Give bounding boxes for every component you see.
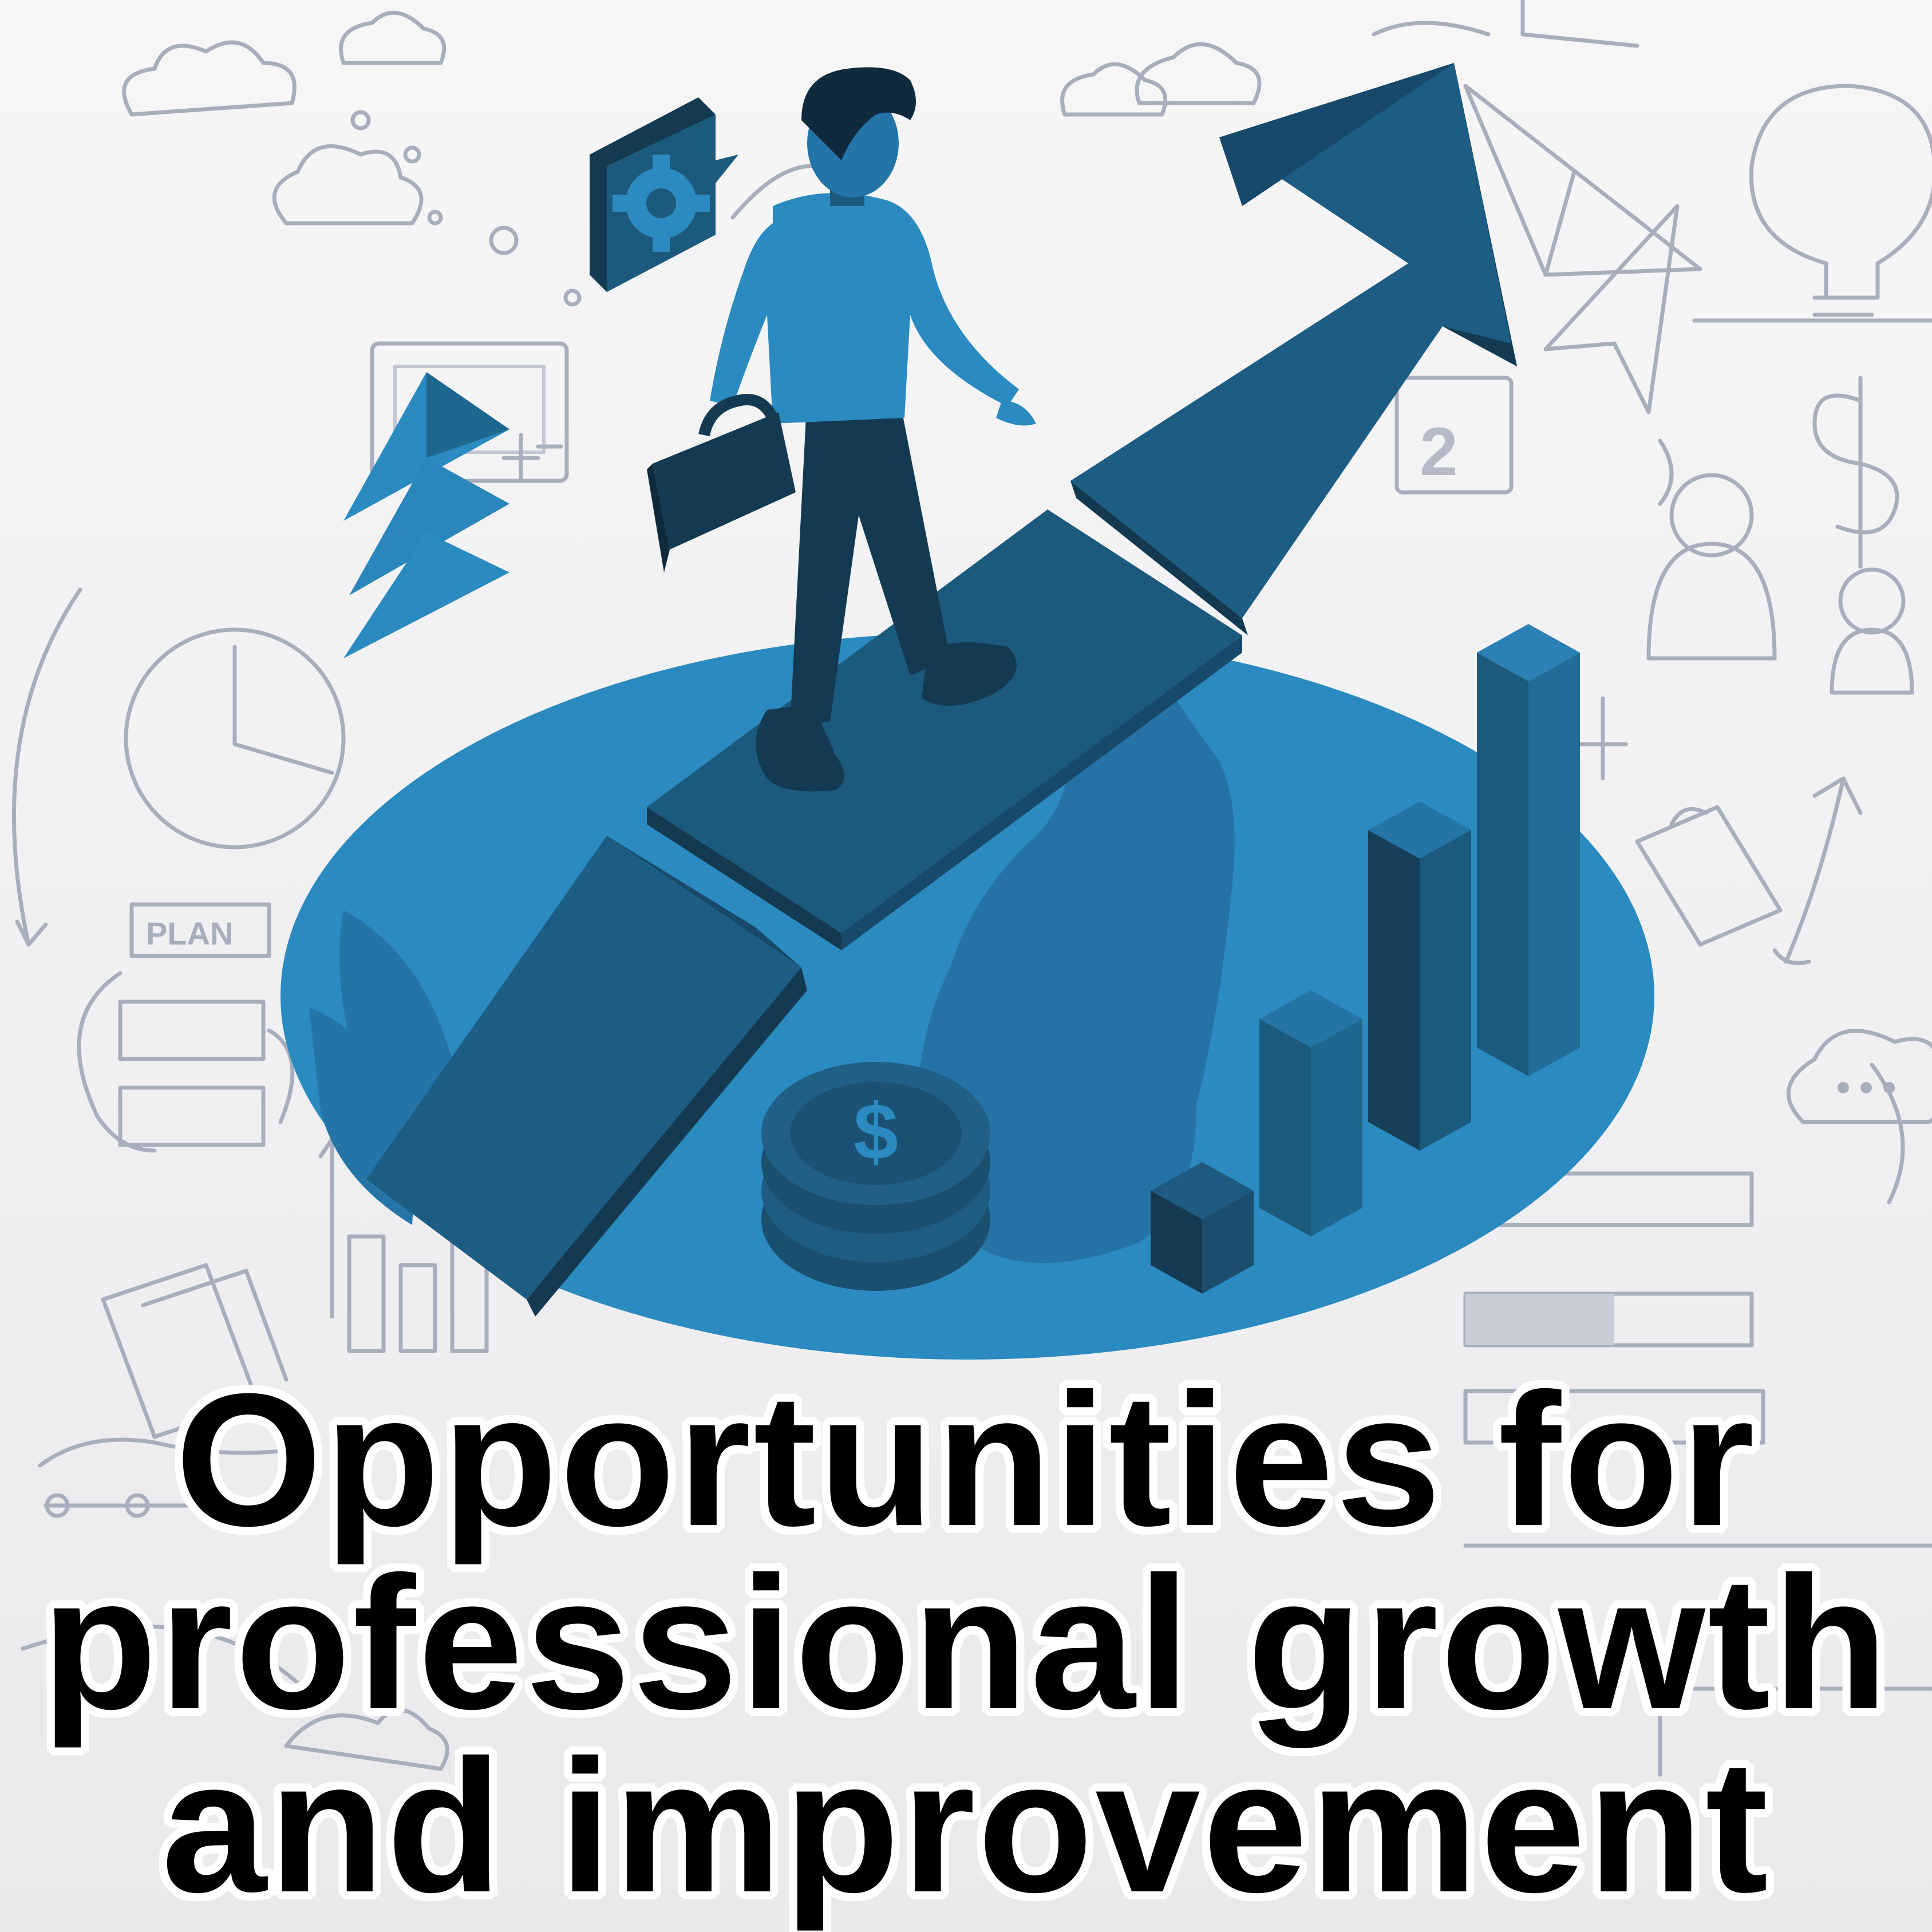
svg-text:PLAN: PLAN — [146, 915, 233, 951]
lightbulb-icon — [1749, 84, 1932, 317]
growth-arrow — [1070, 63, 1517, 635]
paper-plane-icon — [1463, 84, 1702, 414]
upward-arrow-icon — [1772, 776, 1863, 965]
svg-text:2: 2 — [1420, 413, 1458, 490]
caption-line-1: Opportunities for — [175, 1354, 1757, 1565]
caption-line-3: and improvement — [161, 1720, 1771, 1931]
svg-text:$: $ — [854, 1086, 898, 1176]
briefcase-icon — [1635, 805, 1783, 947]
clock-icon — [124, 627, 346, 850]
bar-chart — [1151, 624, 1580, 1294]
businessman — [647, 67, 1036, 792]
briefcase — [647, 394, 796, 572]
middle-step — [647, 509, 1242, 950]
hand — [916, 636, 1235, 1263]
background-doodles: PLAN — [11, 0, 1932, 1777]
dollar-coin-icon: $ — [761, 1062, 990, 1291]
caption: Opportunities for professional growth an… — [0, 1354, 1932, 1931]
plan-sketch: PLAN — [77, 902, 295, 1153]
gear-icon — [590, 97, 738, 292]
cloud-icon — [122, 10, 447, 226]
decorative-triangles — [343, 372, 509, 658]
dollar-sign-icon — [1812, 376, 1899, 569]
broken-step-lower — [366, 836, 807, 1317]
caption-line-2: professional growth — [41, 1537, 1891, 1748]
